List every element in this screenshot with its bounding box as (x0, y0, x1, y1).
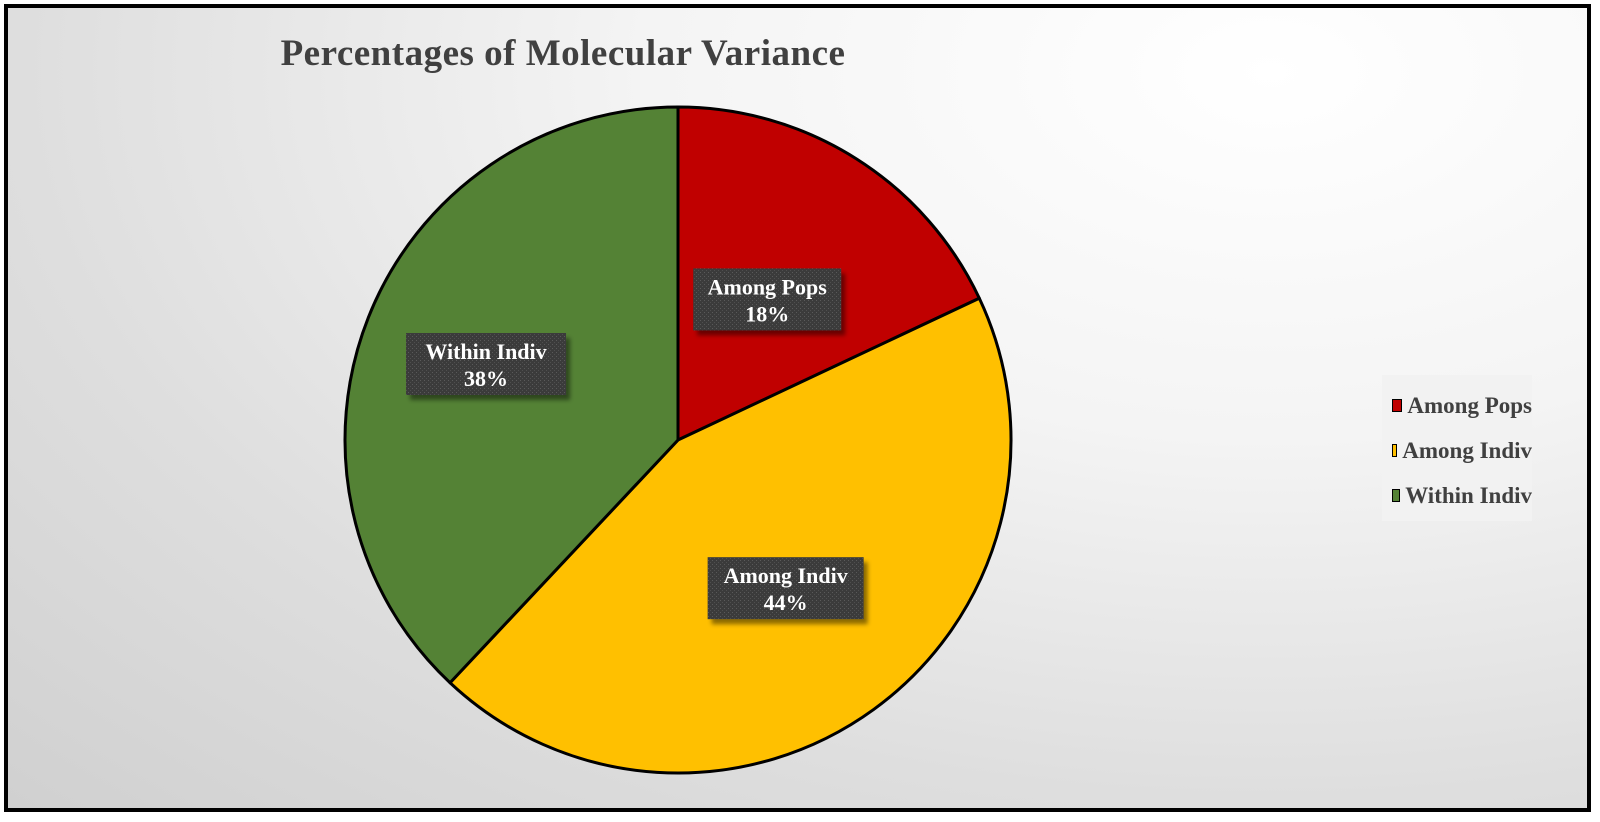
data-label-category: Among Indiv (724, 563, 848, 588)
chart-frame: Percentages of Molecular Variance Among … (4, 4, 1591, 812)
data-label-value: 38% (464, 366, 508, 391)
legend-item-among-indiv: Among Indiv (1382, 428, 1532, 473)
legend-swatch-within-indiv (1392, 489, 1401, 502)
chart-title: Percentages of Molecular Variance (280, 33, 846, 74)
data-label-box (406, 332, 567, 395)
legend: Among Pops Among Indiv Within Indiv (1382, 375, 1532, 521)
legend-item-within-indiv: Within Indiv (1382, 473, 1532, 518)
legend-swatch-among-indiv (1392, 444, 1398, 457)
legend-label-within-indiv: Within Indiv (1405, 482, 1532, 508)
data-label-category: Among Pops (708, 274, 828, 299)
legend-swatch-among-pops (1392, 399, 1403, 412)
data-label-box (707, 557, 864, 620)
pie-slices (343, 105, 1013, 775)
legend-item-among-pops: Among Pops (1382, 383, 1532, 428)
legend-label-among-pops: Among Pops (1407, 392, 1532, 418)
data-label-box (693, 268, 842, 331)
data-label-value: 44% (764, 590, 808, 615)
data-label-value: 18% (745, 301, 789, 326)
pie-slice-among-indiv (448, 296, 1013, 775)
data-label-category: Within Indiv (425, 339, 546, 364)
legend-label-among-indiv: Among Indiv (1402, 437, 1532, 463)
